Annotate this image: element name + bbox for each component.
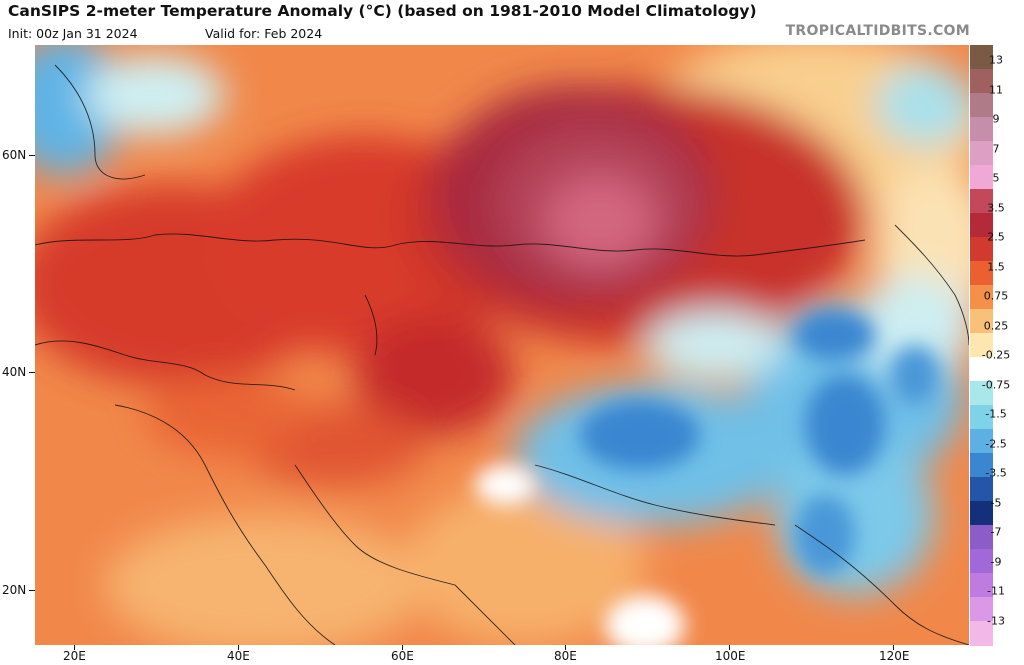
colorbar-label: 9 (992, 112, 1000, 126)
colorbar-swatch (970, 213, 993, 238)
colorbar-label: 7 (992, 142, 1000, 155)
colorbar-swatch (970, 165, 993, 190)
colorbar-label: 3.5 (987, 201, 1005, 214)
colorbar-label: -2.5 (985, 437, 1007, 450)
valid-time: Valid for: Feb 2024 (205, 26, 323, 41)
colorbar-label: 1.5 (987, 260, 1005, 273)
colorbar-swatch (970, 333, 993, 358)
lat-label-20n: 20N (2, 583, 27, 597)
lon-label-100e: 100E (715, 649, 746, 663)
colorbar-swatch (970, 141, 993, 166)
colorbar-swatch (970, 477, 993, 502)
colorbar-swatch (970, 501, 993, 526)
colorbar-swatch (970, 381, 993, 406)
colorbar-label: -0.25 (981, 348, 1011, 362)
colorbar-swatch (970, 237, 993, 262)
colorbar-swatch (970, 309, 993, 334)
colorbar-swatch (970, 285, 993, 310)
colorbar-label: 2.5 (987, 230, 1005, 244)
lon-label-20e: 20E (63, 649, 86, 663)
brand-watermark: TROPICALTIDBITS.COM (785, 23, 970, 39)
temperature-anomaly-map (35, 45, 969, 645)
colorbar-label: -1.5 (985, 407, 1007, 421)
colorbar-label: -0.75 (981, 378, 1011, 391)
colorbar-label: 11 (989, 83, 1003, 96)
lat-label-60n: 60N (2, 148, 27, 162)
colorbar-swatch (970, 453, 993, 478)
colorbar-swatch (970, 549, 993, 574)
lat-label-40n: 40N (2, 365, 27, 379)
colorbar-swatch (970, 405, 993, 430)
lon-label-60e: 60E (391, 649, 414, 663)
colorbar-swatch (970, 429, 993, 454)
colorbar-swatch (970, 69, 993, 94)
anomaly-field (35, 45, 969, 645)
colorbar-label: -7 (990, 525, 1002, 539)
lon-label-80e: 80E (554, 649, 577, 663)
colorbar-label: -13 (987, 614, 1005, 627)
colorbar-label: 5 (992, 171, 1000, 185)
colorbar-label: 0.25 (983, 319, 1009, 332)
colorbar-swatch (970, 525, 993, 550)
colorbar-label: 0.75 (983, 289, 1009, 303)
colorbar-swatch (970, 621, 993, 646)
colorbar-swatch (970, 357, 993, 382)
lon-label-40e: 40E (227, 649, 250, 663)
colorbar-swatch (970, 189, 993, 214)
colorbar-label: -9 (990, 555, 1002, 568)
colorbar-swatch (970, 117, 993, 142)
colorbar-swatch (970, 93, 993, 118)
lon-label-120e: 120E (879, 649, 910, 663)
coastline-outlines (35, 64, 969, 645)
colorbar-swatch (970, 261, 993, 286)
colorbar-swatch (970, 45, 993, 70)
colorbar-swatch (970, 573, 993, 598)
colorbar-label: -11 (987, 584, 1005, 598)
map-title: CanSIPS 2-meter Temperature Anomaly (°C)… (8, 2, 757, 20)
colorbar-label: 13 (989, 53, 1003, 67)
colorbar-swatch (970, 597, 993, 622)
colorbar (970, 45, 993, 646)
colorbar-label: -3.5 (985, 466, 1007, 480)
init-time: Init: 00z Jan 31 2024 (8, 26, 138, 41)
colorbar-label: -5 (990, 496, 1002, 509)
